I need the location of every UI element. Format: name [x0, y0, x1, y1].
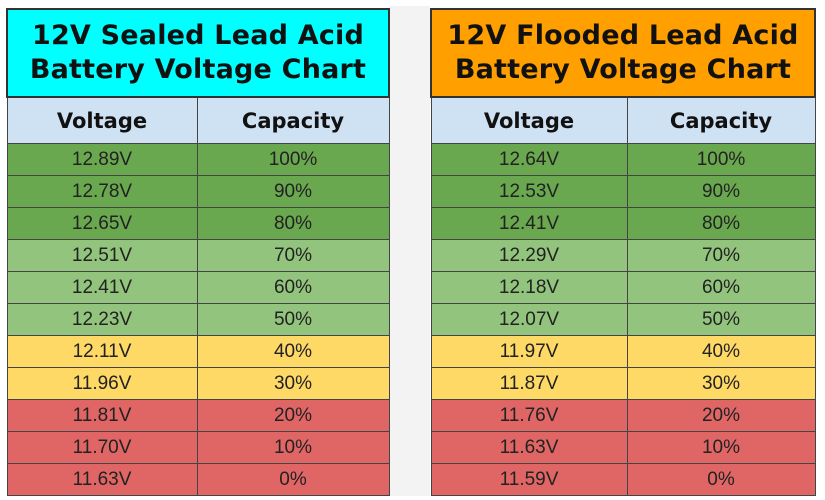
table-row: 11.87V 30% [430, 367, 816, 400]
table-row: 12.41V 80% [430, 207, 816, 240]
table-row: 12.41V 60% [6, 271, 390, 304]
table-row: 11.97V 40% [430, 335, 816, 368]
voltage-cell: 11.63V [430, 431, 628, 464]
capacity-cell: 20% [196, 399, 390, 432]
sealed-battery-table: 12V Sealed Lead Acid Battery Voltage Cha… [6, 8, 390, 496]
flooded-capacity-header: Capacity [626, 96, 816, 144]
capacity-cell: 90% [626, 175, 816, 208]
sealed-table-title: 12V Sealed Lead Acid Battery Voltage Cha… [6, 8, 390, 98]
capacity-cell: 100% [196, 143, 390, 176]
sealed-title-line2: Battery Voltage Chart [29, 54, 367, 85]
capacity-cell: 30% [196, 367, 390, 400]
table-row: 11.59V 0% [430, 463, 816, 496]
voltage-cell: 12.65V [6, 207, 198, 240]
voltage-cell: 11.96V [6, 367, 198, 400]
table-row: 12.07V 50% [430, 303, 816, 336]
voltage-cell: 12.41V [430, 207, 628, 240]
voltage-cell: 12.41V [6, 271, 198, 304]
capacity-cell: 30% [626, 367, 816, 400]
capacity-cell: 100% [626, 143, 816, 176]
sealed-title-line1: 12V Sealed Lead Acid [31, 20, 365, 51]
flooded-table-title: 12V Flooded Lead Acid Battery Voltage Ch… [430, 8, 816, 98]
table-row: 12.78V 90% [6, 175, 390, 208]
voltage-cell: 12.18V [430, 271, 628, 304]
flooded-table-body: 12.64V 100% 12.53V 90% 12.41V 80% 12.29V 70% 12.… [430, 143, 816, 496]
capacity-cell: 20% [626, 399, 816, 432]
table-row: 12.53V 90% [430, 175, 816, 208]
table-row: 12.89V 100% [6, 143, 390, 176]
voltage-cell: 11.76V [430, 399, 628, 432]
capacity-cell: 90% [196, 175, 390, 208]
capacity-cell: 10% [196, 431, 390, 464]
voltage-cell: 11.63V [6, 463, 198, 496]
voltage-cell: 11.81V [6, 399, 198, 432]
table-row: 12.64V 100% [430, 143, 816, 176]
capacity-cell: 50% [626, 303, 816, 336]
sealed-voltage-header: Voltage [6, 96, 198, 144]
capacity-cell: 50% [196, 303, 390, 336]
voltage-cell: 11.87V [430, 367, 628, 400]
table-divider [389, 6, 430, 496]
voltage-cell: 12.64V [430, 143, 628, 176]
capacity-cell: 40% [626, 335, 816, 368]
capacity-cell: 60% [626, 271, 816, 304]
sealed-capacity-header: Capacity [196, 96, 390, 144]
table-row: 11.81V 20% [6, 399, 390, 432]
sealed-table-body: 12.89V 100% 12.78V 90% 12.65V 80% 12.51V 70% 12.… [6, 143, 390, 496]
table-row: 12.51V 70% [6, 239, 390, 272]
table-row: 12.65V 80% [6, 207, 390, 240]
flooded-voltage-header: Voltage [430, 96, 628, 144]
voltage-cell: 12.07V [430, 303, 628, 336]
voltage-cell: 12.89V [6, 143, 198, 176]
table-row: 11.63V 10% [430, 431, 816, 464]
capacity-cell: 70% [196, 239, 390, 272]
voltage-cell: 12.23V [6, 303, 198, 336]
capacity-cell: 0% [196, 463, 390, 496]
voltage-cell: 11.97V [430, 335, 628, 368]
capacity-cell: 80% [626, 207, 816, 240]
table-row: 12.29V 70% [430, 239, 816, 272]
table-row: 12.18V 60% [430, 271, 816, 304]
capacity-cell: 70% [626, 239, 816, 272]
capacity-cell: 0% [626, 463, 816, 496]
voltage-cell: 12.51V [6, 239, 198, 272]
voltage-cell: 12.78V [6, 175, 198, 208]
flooded-battery-table: 12V Flooded Lead Acid Battery Voltage Ch… [430, 8, 816, 496]
table-row: 12.11V 40% [6, 335, 390, 368]
voltage-cell: 12.11V [6, 335, 198, 368]
table-row: 11.63V 0% [6, 463, 390, 496]
flooded-title-line2: Battery Voltage Chart [454, 54, 792, 85]
capacity-cell: 10% [626, 431, 816, 464]
voltage-cell: 12.29V [430, 239, 628, 272]
table-row: 11.96V 30% [6, 367, 390, 400]
capacity-cell: 80% [196, 207, 390, 240]
voltage-cell: 12.53V [430, 175, 628, 208]
voltage-cell: 11.70V [6, 431, 198, 464]
voltage-cell: 11.59V [430, 463, 628, 496]
table-row: 11.70V 10% [6, 431, 390, 464]
table-row: 11.76V 20% [430, 399, 816, 432]
capacity-cell: 40% [196, 335, 390, 368]
flooded-title-line1: 12V Flooded Lead Acid [447, 20, 799, 51]
table-row: 12.23V 50% [6, 303, 390, 336]
capacity-cell: 60% [196, 271, 390, 304]
